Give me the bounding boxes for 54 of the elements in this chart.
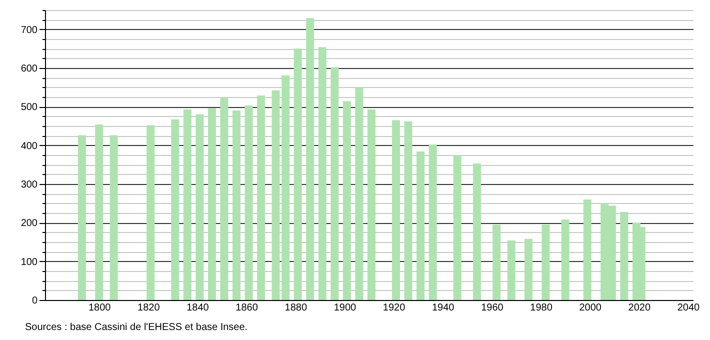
bar [583, 199, 592, 300]
bar [183, 109, 192, 300]
bar [392, 120, 400, 300]
y-tick-label: 0 [32, 296, 38, 306]
bar [492, 224, 501, 300]
bar [404, 121, 412, 300]
x-tick-label: 1960 [481, 302, 504, 314]
y-tick-label: 200 [20, 218, 38, 230]
bar [110, 135, 118, 300]
source-note: Sources : base Cassini de l'EHESS et base Insee. [25, 322, 248, 333]
bar [367, 109, 376, 300]
x-tick-label: 1920 [382, 302, 406, 314]
bar [330, 67, 339, 300]
bar [294, 48, 302, 300]
y-tick-label: 700 [20, 24, 38, 36]
x-tick-label: 1900 [334, 302, 357, 314]
bar [146, 125, 155, 300]
bar [257, 95, 266, 300]
y-tick-label: 600 [20, 64, 38, 74]
x-tick-label: 2040 [677, 302, 700, 314]
x-tick-label: 1800 [88, 302, 112, 314]
bar [196, 114, 204, 300]
bar [220, 98, 228, 300]
bar [561, 220, 570, 300]
y-tick-label: 300 [20, 180, 38, 190]
bar [524, 238, 532, 300]
bar [208, 108, 216, 300]
bar [428, 144, 437, 300]
bar [472, 164, 481, 300]
y-tick-label: 100 [20, 256, 38, 268]
bar [507, 240, 516, 300]
x-tick-label: 1940 [432, 302, 455, 314]
bar [244, 106, 253, 300]
bar [306, 18, 314, 300]
y-tick-label: 400 [20, 140, 38, 152]
bar [318, 47, 326, 300]
x-tick-label: 1840 [186, 302, 210, 314]
bar [542, 224, 550, 300]
x-tick-label: 1980 [530, 302, 553, 314]
x-tick-label: 2020 [628, 302, 651, 314]
bar [355, 88, 364, 300]
x-tick-label: 1820 [138, 302, 160, 314]
bar [416, 152, 425, 300]
bar [620, 212, 628, 300]
bar [171, 119, 180, 300]
bar [232, 110, 240, 300]
bar [342, 101, 351, 300]
bar [78, 135, 86, 300]
x-tick-label: 1860 [236, 302, 258, 314]
bar [95, 124, 104, 300]
bar [453, 155, 462, 300]
y-tick-label: 500 [20, 102, 38, 114]
x-tick-label: 1880 [284, 302, 308, 314]
x-tick-label: 2000 [579, 302, 602, 314]
